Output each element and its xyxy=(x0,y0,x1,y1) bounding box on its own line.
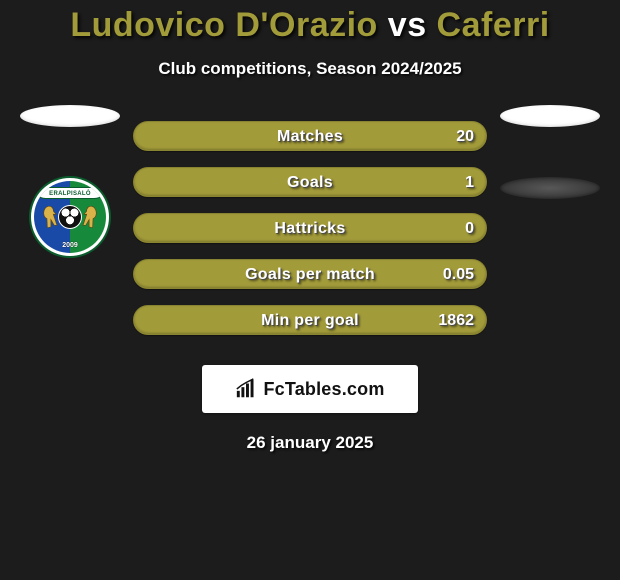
watermark-badge: FcTables.com xyxy=(202,365,418,413)
player-right-photo-placeholder xyxy=(500,105,600,127)
player-left-photo-placeholder xyxy=(20,105,120,127)
stat-label: Min per goal xyxy=(134,306,486,334)
stat-label: Matches xyxy=(134,122,486,150)
player-right-col xyxy=(490,105,610,199)
bar-chart-icon xyxy=(235,378,257,400)
page-title: Ludovico D'Orazio vs Caferri xyxy=(0,0,620,45)
crest-banner: ERALPISALÒ xyxy=(38,187,102,199)
stat-right-value: 0 xyxy=(465,214,474,242)
stat-right-value: 20 xyxy=(456,122,474,150)
stat-right-value: 0.05 xyxy=(443,260,474,288)
stat-row: Min per goal 1862 xyxy=(133,305,487,335)
comparison-area: ERALPISALÒ 2009 Matches 20 xyxy=(10,121,610,453)
watermark-text: FcTables.com xyxy=(263,379,384,400)
stat-row: Goals 1 xyxy=(133,167,487,197)
stat-right-value: 1862 xyxy=(438,306,474,334)
stat-label: Hattricks xyxy=(134,214,486,242)
crest-ball-icon xyxy=(58,205,82,229)
stat-right-value: 1 xyxy=(465,168,474,196)
subtitle: Club competitions, Season 2024/2025 xyxy=(0,59,620,79)
stat-label: Goals xyxy=(134,168,486,196)
comparison-card: Ludovico D'Orazio vs Caferri Club compet… xyxy=(0,0,620,580)
stat-bars: Matches 20 Goals 1 Hattricks 0 xyxy=(133,121,487,335)
stat-row: Goals per match 0.05 xyxy=(133,259,487,289)
footer-date: 26 january 2025 xyxy=(10,433,610,453)
title-vs: vs xyxy=(388,6,427,44)
stat-row: Matches 20 xyxy=(133,121,487,151)
player-right-crest-placeholder xyxy=(500,177,600,199)
crest-circle: ERALPISALÒ 2009 xyxy=(29,176,111,258)
title-player-right: Caferri xyxy=(427,6,550,44)
stat-row: Hattricks 0 xyxy=(133,213,487,243)
stat-label: Goals per match xyxy=(134,260,486,288)
player-left-col: ERALPISALÒ 2009 xyxy=(10,105,130,269)
title-player-left: Ludovico D'Orazio xyxy=(70,6,387,44)
player-left-crest: ERALPISALÒ 2009 xyxy=(18,165,122,269)
crest-year: 2009 xyxy=(62,242,78,249)
